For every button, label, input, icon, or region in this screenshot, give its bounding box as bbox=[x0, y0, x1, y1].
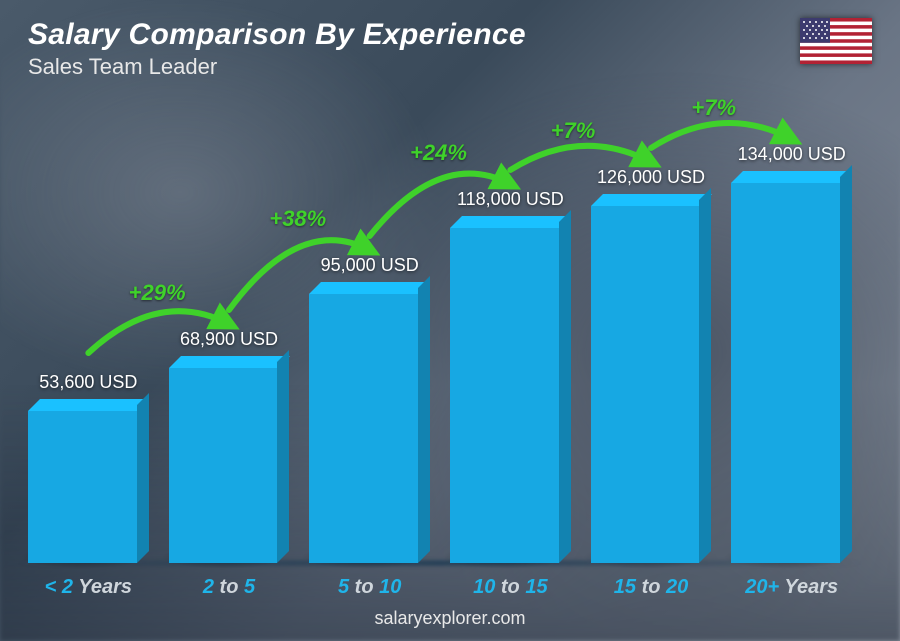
infographic-root: Salary Comparison By Experience Sales Te… bbox=[0, 0, 900, 641]
bar-x-label: 10 to 15 bbox=[473, 576, 548, 599]
bar-chart: 53,600 USD< 2 Years68,900 USD2 to 595,00… bbox=[28, 110, 852, 563]
bar-x-label: 2 to 5 bbox=[203, 576, 255, 599]
country-flag-icon bbox=[800, 18, 872, 64]
source-attribution: salaryexplorer.com bbox=[0, 608, 900, 629]
bar-x-label: 20+ Years bbox=[745, 576, 838, 599]
chart-title: Salary Comparison By Experience bbox=[28, 18, 872, 52]
bar-x-label: 5 to 10 bbox=[338, 576, 401, 599]
growth-percentage: +7% bbox=[691, 95, 736, 121]
growth-arrow-icon bbox=[28, 110, 852, 563]
bar-x-label: 15 to 20 bbox=[614, 576, 689, 599]
bar-x-label: < 2 Years bbox=[45, 576, 132, 599]
chart-subtitle: Sales Team Leader bbox=[28, 54, 872, 80]
